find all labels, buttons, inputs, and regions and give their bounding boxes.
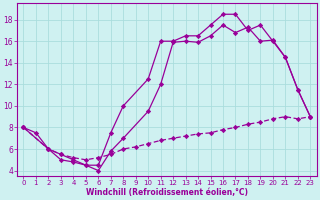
X-axis label: Windchill (Refroidissement éolien,°C): Windchill (Refroidissement éolien,°C) <box>86 188 248 197</box>
